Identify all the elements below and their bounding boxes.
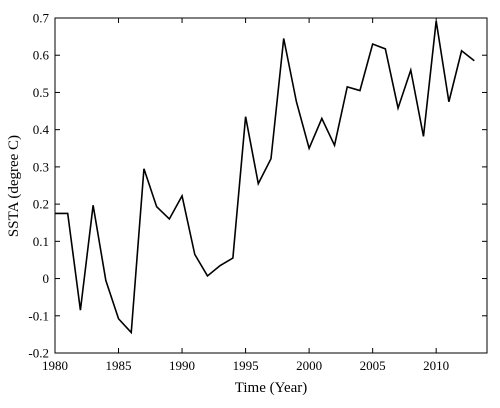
y-tick-label: 0.1 — [33, 234, 49, 249]
x-tick-label: 1985 — [106, 358, 132, 373]
x-tick-label: 1990 — [169, 358, 195, 373]
y-tick-label: -0.1 — [28, 308, 49, 323]
x-axis-label: Time (Year) — [235, 380, 308, 396]
y-axis-label: SSTA (degree C) — [6, 135, 22, 237]
x-tick-label: 2000 — [296, 358, 322, 373]
plot-area — [54, 17, 488, 354]
y-tick-label: 0.2 — [33, 197, 49, 212]
x-tick-label: 2010 — [423, 358, 449, 373]
series-line — [55, 20, 475, 335]
x-tick-label: 1995 — [233, 358, 259, 373]
x-tick-label: 1980 — [42, 358, 68, 373]
series-layer — [55, 20, 475, 335]
x-tick-label: 2005 — [360, 358, 386, 373]
y-axis-ticks: -0.2 -0.1 0 0.1 0.2 0.3 0.4 0.5 0.6 0.7 — [28, 11, 487, 361]
y-tick-label: 0.3 — [33, 159, 49, 174]
y-tick-label: -0.2 — [28, 346, 49, 361]
y-tick-label: 0 — [43, 271, 50, 286]
y-tick-label: 0.7 — [33, 11, 50, 26]
y-tick-label: 0.6 — [33, 48, 50, 63]
x-axis-ticks: 1980 1985 1990 1995 2000 2005 2010 — [42, 18, 449, 373]
plot-frame — [54, 17, 488, 354]
y-tick-label: 0.4 — [33, 122, 50, 137]
y-tick-label: 0.5 — [33, 85, 49, 100]
